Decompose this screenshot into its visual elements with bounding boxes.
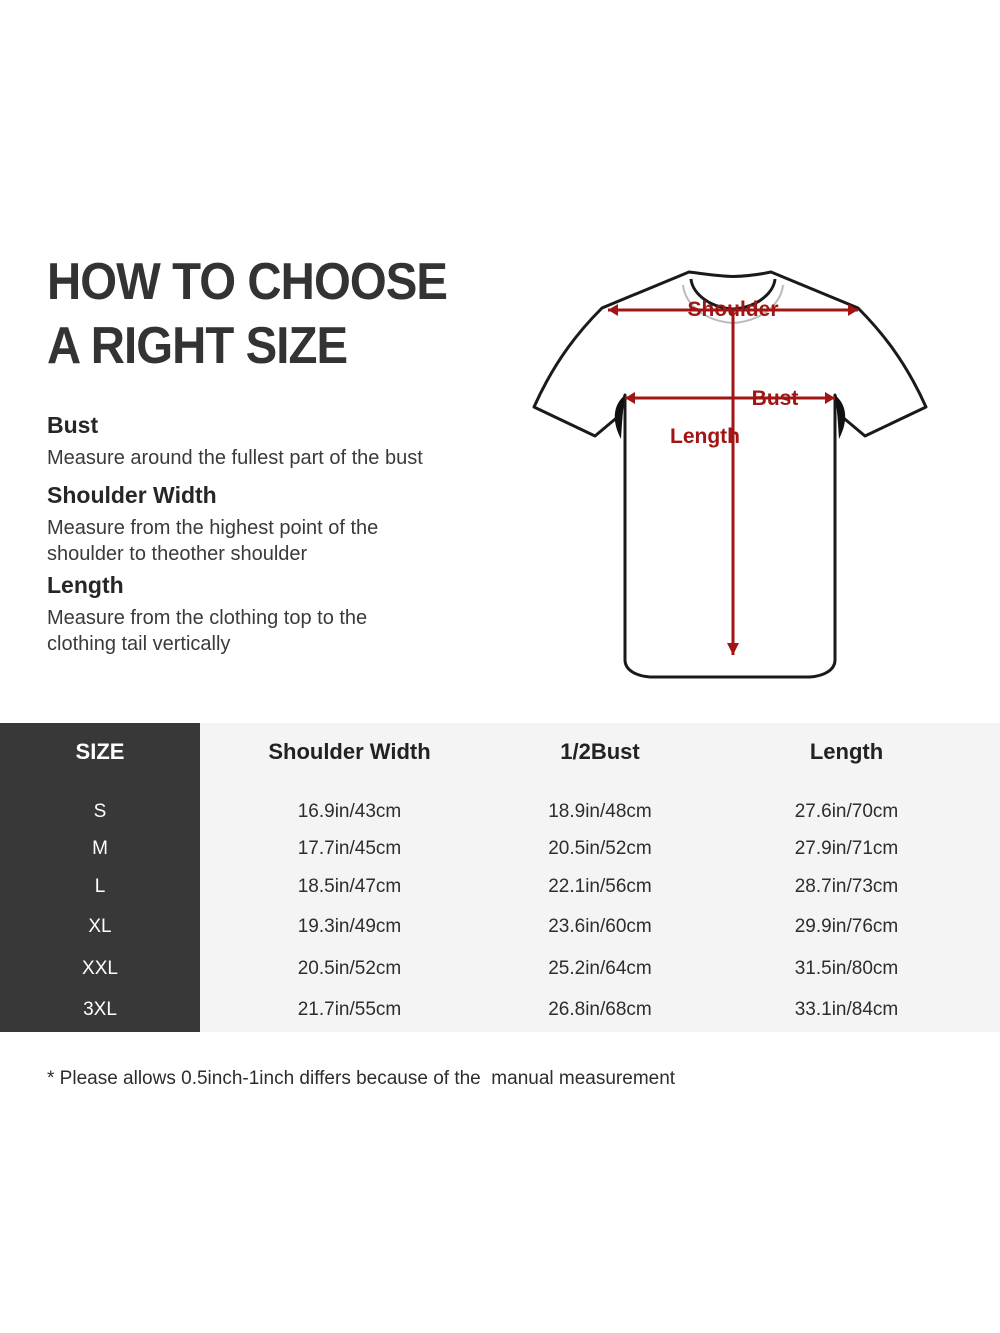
svg-text:Shoulder: Shoulder	[687, 298, 778, 321]
svg-text:Length: Length	[670, 425, 740, 448]
svg-text:Bust: Bust	[752, 387, 799, 410]
